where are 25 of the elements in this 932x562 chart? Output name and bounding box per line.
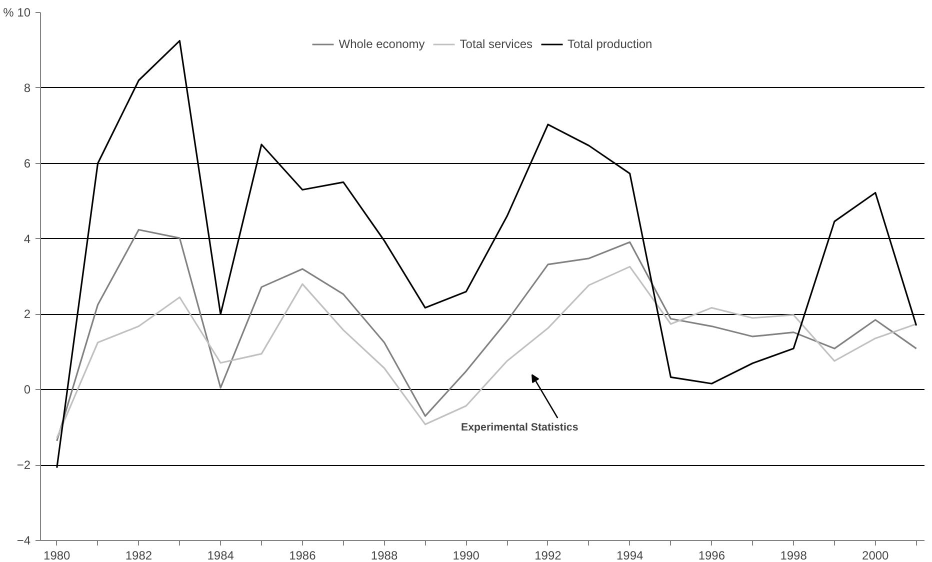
y-tick-label: −2	[16, 458, 31, 472]
x-tick-label: 1980	[44, 548, 71, 562]
x-tick-label: 2000	[862, 548, 890, 562]
x-tick-label: 1988	[370, 548, 398, 562]
x-tick-label: 1984	[207, 548, 234, 562]
legend-label: Total production	[568, 37, 652, 51]
x-tick-label: 1996	[698, 548, 726, 562]
x-tick-label: 1992	[534, 548, 562, 562]
y-tick-label: 2	[24, 307, 31, 322]
y-tick-label: 8	[24, 80, 31, 95]
line-series	[56, 228, 918, 442]
x-tick-label: 1986	[289, 548, 316, 562]
x-tick-label: 1982	[125, 548, 152, 562]
y-tick-label: 0	[24, 382, 31, 397]
y-tick-label: % 10	[3, 6, 31, 20]
x-tick-label: 1998	[780, 548, 808, 562]
y-tick-label: −4	[16, 534, 31, 548]
x-tick-label: 1994	[616, 548, 644, 562]
legend-label: Total services	[460, 37, 533, 51]
y-tick-label: 4	[24, 232, 31, 246]
y-tick-label: 6	[24, 156, 31, 170]
annotation: Experimental Statistics	[460, 422, 578, 434]
x-tick-label: 1990	[452, 548, 480, 562]
line-series	[56, 266, 918, 439]
legend-label: Whole economy	[338, 37, 425, 51]
